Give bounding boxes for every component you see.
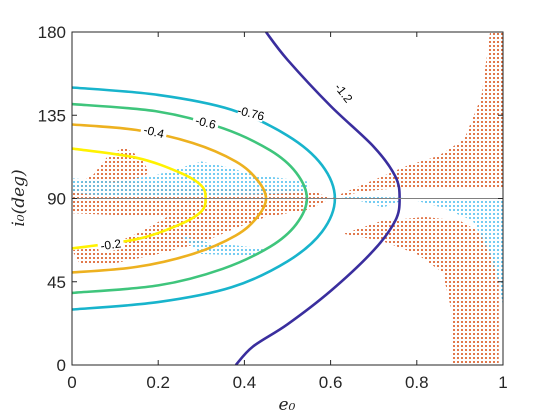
flip-region-1 (330, 194, 503, 306)
contour-label-bg (191, 111, 221, 132)
y-tick-label: 90 (47, 190, 66, 209)
x-tick-label: 1 (498, 373, 507, 392)
x-tick-label: 0.8 (405, 373, 429, 392)
y-tick-label: 180 (38, 23, 66, 42)
contour-line (234, 32, 401, 365)
y-axis-title: i₀(deg) (9, 169, 29, 226)
contour-label: -0.2 (100, 236, 123, 253)
contour-label: -0.76 (236, 103, 266, 123)
y-tick-label: 0 (57, 356, 66, 375)
x-ticks: 0 0.2 0.4 0.6 0.8 1 (67, 32, 508, 392)
x-tick-label: 0.2 (146, 373, 170, 392)
y-tick-label: 135 (38, 106, 66, 125)
contour-label: -0.6 (194, 113, 218, 132)
y-tick-label: 45 (47, 273, 66, 292)
contour-label: -0.4 (142, 123, 166, 142)
contour-label-bg (330, 77, 358, 107)
x-tick-label: 0.6 (319, 373, 343, 392)
unstable-region-2 (343, 217, 499, 365)
x-tick-label: 0 (67, 373, 76, 392)
x-tick-label: 0.4 (233, 373, 257, 392)
contour-labels: -0.2-0.4 -0.6 -0.76-1.2 (96, 77, 358, 253)
contour-label-bg (96, 235, 125, 253)
contour-label-bg (236, 102, 266, 123)
y-ticks: 0 45 90 135 180 (38, 23, 503, 375)
unstable-region-1 (330, 32, 503, 199)
contour-label-bg (139, 120, 169, 141)
x-axis-title: e₀ (279, 395, 296, 415)
unstable-region-0 (72, 146, 331, 266)
